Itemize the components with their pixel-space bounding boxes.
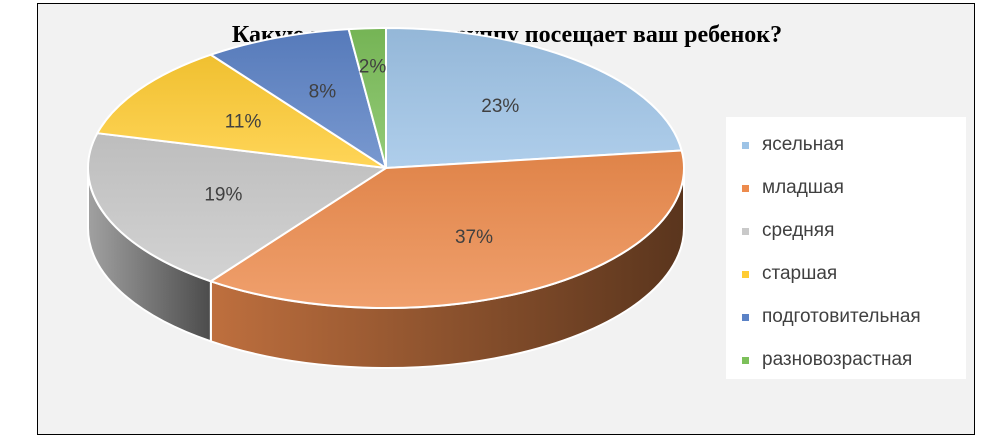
- legend-item: младшая: [742, 174, 844, 202]
- data-label-0: 23%: [481, 96, 519, 117]
- legend-swatch: [742, 141, 749, 149]
- pie-slice-0: [385, 27, 683, 169]
- legend-label: разновозрастная: [762, 349, 913, 370]
- data-label-1: 37%: [455, 227, 493, 248]
- legend-label: подготовительная: [762, 306, 921, 327]
- data-label-3: 11%: [225, 111, 262, 132]
- pie-slice-5: [347, 27, 387, 169]
- legend-swatch: [742, 270, 749, 278]
- pie-slice-4: [209, 28, 387, 169]
- legend-item: разновозрастная: [742, 346, 912, 374]
- legend: ясельная младшая средняя старшая подготовите…: [726, 117, 966, 379]
- legend-item: подготовительная: [742, 303, 921, 331]
- legend-label: старшая: [762, 263, 838, 284]
- legend-swatch: [742, 227, 749, 235]
- legend-item: старшая: [742, 260, 837, 288]
- pie-slice-2: [87, 132, 387, 283]
- pie-chart: 23% 37% 19% 11% 8% 2%: [87, 27, 685, 369]
- pie-slice-1: [209, 149, 685, 309]
- legend-swatch: [742, 356, 749, 364]
- legend-swatch: [742, 313, 749, 321]
- legend-item: ясельная: [742, 131, 844, 159]
- data-label-2: 19%: [204, 185, 242, 206]
- pie-slice-3: [96, 53, 387, 169]
- legend-label: младшая: [762, 177, 844, 198]
- legend-item: средняя: [742, 217, 834, 245]
- data-label-4: 8%: [309, 82, 337, 103]
- legend-label: ясельная: [762, 134, 845, 155]
- data-label-5: 2%: [359, 56, 387, 77]
- chart-area: Какую возрастную группу посещает ваш реб…: [37, 3, 975, 435]
- legend-label: средняя: [762, 220, 835, 241]
- legend-swatch: [742, 184, 749, 192]
